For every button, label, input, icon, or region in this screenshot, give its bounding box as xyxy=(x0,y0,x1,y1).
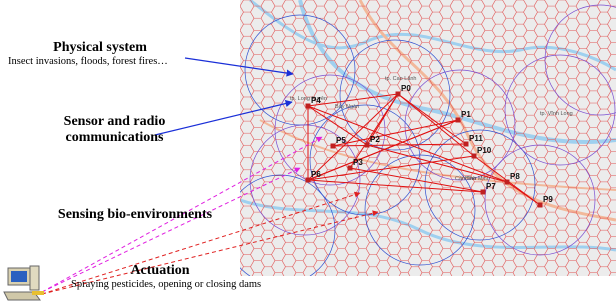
node-marker xyxy=(472,154,477,159)
node-label: P2 xyxy=(370,135,380,144)
node-marker xyxy=(505,180,510,185)
map-label: tp. Cao Lãnh xyxy=(385,76,417,82)
node-marker xyxy=(348,166,353,171)
node-marker xyxy=(306,178,311,183)
computer-icon xyxy=(4,266,44,300)
node-marker xyxy=(331,144,336,149)
node-label: P7 xyxy=(486,182,496,191)
node-label: P5 xyxy=(336,136,346,145)
node-marker xyxy=(396,92,401,97)
map-label: Bảy Ngàn xyxy=(335,104,359,110)
node-label: P0 xyxy=(401,84,411,93)
node-marker xyxy=(481,190,486,195)
label-title: Actuation xyxy=(115,263,205,279)
node-label: P4 xyxy=(311,96,321,105)
node-marker xyxy=(365,143,370,148)
map-label: tp. Vĩnh Long xyxy=(540,111,573,117)
label-title: Sensing bio-environments xyxy=(40,207,230,223)
node-marker xyxy=(538,203,543,208)
label-title: Sensor and radio communications xyxy=(52,114,177,146)
map-label: tp. Long Xuyên xyxy=(290,96,327,102)
label-text: Spraying pesticides, opening or closing … xyxy=(71,279,261,290)
page: tp. Cao Lãnhtp. Vĩnh LongCần ThơBình Min… xyxy=(0,0,616,304)
node-label: P8 xyxy=(510,172,520,181)
node-label: P6 xyxy=(311,170,321,179)
label-text: Insect invasions, floods, forest fires… xyxy=(8,56,168,67)
node-label: P3 xyxy=(353,158,363,167)
node-marker xyxy=(464,142,469,147)
node-label: P1 xyxy=(461,110,471,119)
node-label: P9 xyxy=(543,195,553,204)
node-marker xyxy=(456,118,461,123)
node-label: P11 xyxy=(469,134,483,143)
label-title: Physical system xyxy=(40,40,160,56)
node-label: P10 xyxy=(477,146,492,155)
node-marker xyxy=(306,104,311,109)
